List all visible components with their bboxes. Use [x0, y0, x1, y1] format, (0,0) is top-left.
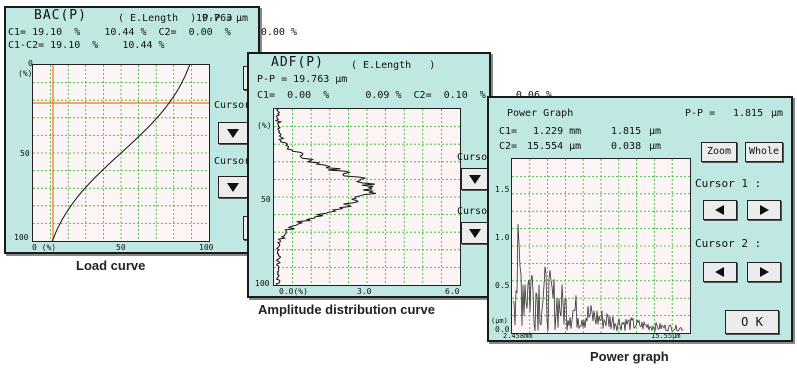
power-y-tick-1-5: 1.5 [495, 185, 510, 194]
adf-cursor-line1: C1= 0.00 % 0.09 % C2= 0.10 % 0.06 % [257, 90, 553, 101]
power-c1-unit: µm [649, 126, 662, 137]
power-c1-value: 1.815 [611, 126, 642, 137]
bac-unit: µm [236, 13, 249, 24]
caption-amplitude-distribution: Amplitude distribution curve [258, 302, 435, 317]
triangle-left-icon [715, 205, 724, 215]
power-c1-position: 1.229 mm [533, 126, 582, 137]
power-c2-value: 0.038 [611, 141, 642, 152]
whole-button[interactable]: Whole [745, 142, 783, 162]
adf-x-tick-6: 6.0 [445, 287, 460, 296]
cursor1-left-button[interactable] [703, 200, 737, 220]
power-pp-label: P-P = [685, 108, 716, 119]
adf-y-tick-100: 100 [255, 279, 270, 288]
adf-cursor2-label: Cursor [457, 206, 494, 217]
power-y-tick-0-5: 0.5 [495, 281, 510, 290]
ok-button[interactable]: O K [725, 310, 779, 334]
adf-plot [273, 108, 461, 286]
adf-x-tick-3: 3.0 [357, 287, 372, 296]
bac-title: BAC(P) [34, 8, 87, 23]
adf-distribution-curve [274, 109, 376, 285]
caption-power-graph: Power graph [590, 349, 669, 364]
power-y-tick-0-0: 0.0 [495, 325, 510, 334]
bac-y-unit: (%) [18, 69, 33, 78]
power-y-tick-1-0: 1.0 [495, 233, 510, 242]
triangle-right-icon [760, 205, 769, 215]
triangle-right-icon [760, 267, 769, 277]
power-cursor1-label: Cursor 1 : [695, 177, 762, 190]
power-spectrum-curve [512, 223, 684, 333]
power-plot [511, 158, 691, 334]
adf-pp-line: P-P = 19.763 µm [257, 74, 348, 85]
adf-cursor1-label: Cursor [457, 152, 494, 163]
power-grid [512, 159, 690, 333]
adf-grid [274, 109, 460, 285]
bac-cursor1-down-button[interactable] [218, 122, 248, 144]
adf-cursor1-down-button[interactable] [461, 168, 489, 190]
bac-cursor-line1: C1= 19.10 % 10.44 % C2= 0.00 % 0.00 % [8, 27, 297, 38]
triangle-down-icon [227, 129, 239, 138]
bac-load-curve [51, 65, 191, 241]
power-pp-value: 1.815 [733, 108, 764, 119]
bac-cursor2-label: Cursor [214, 156, 251, 167]
triangle-down-icon [227, 183, 239, 192]
adf-plot-svg [274, 109, 460, 285]
bac-cursor-line2: C1-C2= 19.10 % 10.44 % [8, 40, 165, 51]
bac-cursor1-label: Cursor [214, 100, 251, 111]
bac-x-tick-50: 50 [116, 243, 126, 252]
adf-y-unit: (%) [257, 121, 272, 130]
adf-x-tick-0: 0.0(%) [279, 287, 308, 296]
bac-y-tick-0: 0 [28, 59, 33, 68]
power-y-unit: (µm) [491, 317, 508, 325]
triangle-down-icon [469, 229, 481, 238]
triangle-down-icon [469, 175, 481, 184]
bac-y-tick-50: 50 [20, 149, 30, 158]
adf-mode: ( E.Length ) [351, 60, 436, 71]
power-plot-svg [512, 159, 690, 333]
bac-x-tick-0: 0 (%) [32, 243, 57, 252]
adf-window: ADF(P) ( E.Length ) P-P = 19.763 µm C1= … [247, 52, 552, 298]
adf-title: ADF(P) [271, 55, 324, 70]
power-title: Power Graph [507, 108, 574, 119]
cursor1-right-button[interactable] [747, 200, 781, 220]
power-c2-unit: µm [649, 141, 662, 152]
power-window: Power Graph P-P = 1.815 µm C1= 1.229 mm … [487, 96, 793, 342]
bac-window: BAC(P) ( E.Length ) P-P = 19.763 µm C1= … [4, 6, 297, 254]
power-cursor2-label: Cursor 2 : [695, 237, 762, 250]
bac-mode: ( E.Length ) P-P = [118, 13, 233, 24]
bac-plot-svg [33, 65, 209, 241]
bac-pp-value: 19.763 [196, 13, 233, 24]
power-c2-label: C2= [499, 141, 518, 152]
power-x-end: 15.55µm [651, 332, 681, 340]
bac-x-tick-100: 100 [199, 243, 214, 252]
power-c2-position: 15.554 µm [527, 141, 582, 152]
zoom-button[interactable]: Zoom [701, 142, 737, 162]
caption-load-curve: Load curve [76, 258, 146, 273]
power-x-start: 2.458mm [503, 332, 533, 340]
power-pp-unit: µm [771, 108, 784, 119]
adf-cursor2-down-button[interactable] [461, 222, 489, 244]
cursor2-right-button[interactable] [747, 262, 781, 282]
power-c1-label: C1= [499, 126, 518, 137]
bac-cursor2-down-button[interactable] [218, 176, 248, 198]
bac-plot [32, 64, 210, 242]
adf-y-tick-50: 50 [261, 195, 271, 204]
triangle-left-icon [715, 267, 724, 277]
cursor2-left-button[interactable] [703, 262, 737, 282]
bac-y-tick-100: 100 [14, 233, 29, 242]
